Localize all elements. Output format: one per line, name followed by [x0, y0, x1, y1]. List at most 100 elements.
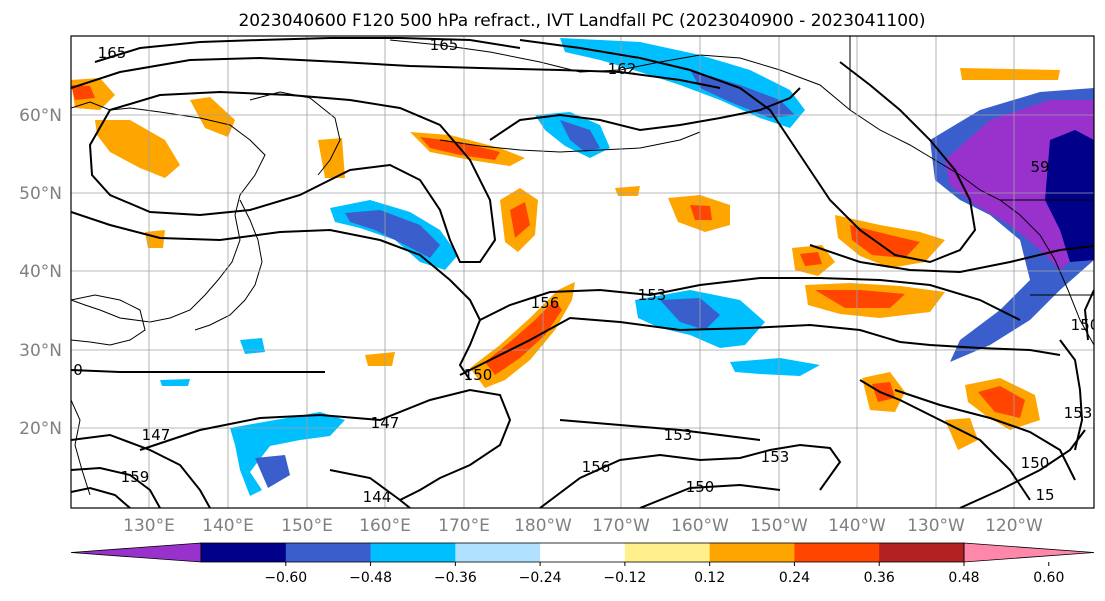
neg-region-westcoast-navy	[1045, 130, 1094, 262]
contour-165-top	[94, 37, 521, 63]
lon-label-150e: 150°E	[281, 516, 333, 536]
coastline-japan	[194, 199, 263, 331]
lon-label-170e: 170°E	[438, 516, 490, 536]
lon-label-130e: 130°E	[123, 516, 175, 536]
colorbar-tick-label: −0.48	[349, 570, 392, 586]
height-contours	[71, 37, 1094, 508]
contour-label-150c: 150	[1021, 454, 1050, 472]
colorbar-tick-label: 0.48	[948, 570, 979, 586]
map-border	[70, 35, 1095, 509]
pos-region-dateline-core	[510, 202, 530, 238]
contour-150-sub	[459, 316, 901, 376]
neg-region-philippine-core	[255, 455, 290, 488]
contour-label-153a: 153	[638, 286, 667, 304]
colorbar-segment	[285, 543, 372, 562]
coastline-aleutians	[439, 131, 701, 153]
contour-label-59: 59	[1030, 158, 1049, 176]
contour-147-south	[139, 388, 512, 501]
pos-region-ne-pacific-core	[850, 225, 920, 258]
neg-region-east-pacific	[730, 358, 820, 376]
neg-region-mid-pacific-core	[660, 298, 720, 330]
neg-region-philippine-sea	[230, 412, 345, 496]
pos-region-southeast-2-core	[978, 386, 1025, 418]
contour-label-150a: 150	[464, 366, 493, 384]
contour-153-south	[559, 419, 761, 441]
contour-label-147a: 147	[371, 414, 400, 432]
contour-ne-2	[899, 341, 1061, 356]
contour-west-lower-2	[71, 466, 161, 508]
lon-label-140e: 140°E	[202, 516, 254, 536]
neg-region-small-2	[160, 379, 190, 386]
lat-label-60n: 60°N	[19, 106, 62, 126]
contour-east-2	[959, 429, 1086, 508]
neg-region-aleutians-core	[560, 120, 600, 152]
lat-label-50n: 50°N	[19, 184, 62, 204]
contour-label-0: 0	[73, 361, 83, 379]
colorbar-tick-label: 0.36	[864, 570, 895, 586]
colorbar	[70, 542, 1095, 563]
pos-region-mid-east-core	[815, 290, 905, 308]
colorbar-tick-label: −0.12	[603, 570, 646, 586]
contour-label-159: 159	[121, 468, 150, 486]
contour-label-162: 162	[608, 60, 637, 78]
contour-label-165b: 165	[430, 36, 459, 54]
pos-region-kamchatka	[190, 97, 235, 137]
contour-se-arc	[859, 379, 1031, 501]
contour-right-edge	[1059, 339, 1084, 451]
lon-label-160e: 160°E	[359, 516, 411, 536]
lat-label-20n: 20°N	[19, 419, 62, 439]
contour-156-south	[539, 443, 842, 508]
contour-label-147b: 147	[142, 426, 171, 444]
contour-far-right	[1083, 289, 1094, 341]
pos-region-japan-sea	[95, 120, 180, 178]
contour-label-153b: 153	[664, 426, 693, 444]
longitude-labels: 130°E 140°E 150°E 160°E 170°E 180°W 170°…	[123, 516, 1043, 536]
colorbar-segment	[624, 543, 711, 562]
contour-labels: 165 165 162 153 156 150 147 153 156 150 …	[73, 36, 1094, 506]
contour-west-lower-3	[71, 486, 131, 508]
colorbar-segment	[455, 543, 541, 562]
colorbar-segment	[201, 543, 287, 562]
lon-label-170w: 170°W	[592, 516, 650, 536]
contour-lower-west-1	[88, 90, 497, 263]
lon-label-120w: 120°W	[985, 516, 1043, 536]
contour-label-150b: 150	[686, 478, 715, 496]
colorbar-segment	[879, 543, 965, 562]
colorbar-tick-label: 0.60	[1033, 570, 1064, 586]
contour-153-dateline	[479, 277, 1021, 321]
contour-label-156b: 156	[582, 458, 611, 476]
contour-label-153d: 153	[1064, 404, 1093, 422]
contour-147	[71, 369, 325, 373]
lon-label-140w: 140°W	[828, 516, 886, 536]
colorbar-segment	[370, 543, 456, 562]
colorbar-tick-label: 0.24	[779, 570, 810, 586]
lon-label-130w: 130°W	[907, 516, 965, 536]
pos-region-west-edge-core	[71, 85, 95, 100]
contour-144	[329, 469, 411, 508]
lat-label-40n: 40°N	[19, 262, 62, 282]
contour-label-153c: 153	[761, 448, 790, 466]
colorbar-outline	[200, 542, 965, 563]
lat-label-30n: 30°N	[19, 341, 62, 361]
coastline-asia-north	[71, 101, 266, 323]
map-title: 2023040600 F120 500 hPa refract., IVT La…	[238, 11, 925, 31]
coastline-philippines	[71, 399, 91, 496]
colorbar-tick-label: 0.12	[694, 570, 725, 586]
colorbar-tick-label: −0.60	[264, 570, 307, 586]
contour-lower-west-2	[71, 211, 482, 381]
contour-label-156a: 156	[531, 294, 560, 312]
contour-big-trough	[519, 39, 977, 264]
colorbar-segment	[794, 543, 880, 562]
coastline-kamchatka	[249, 91, 341, 176]
lon-label-180w: 180°W	[514, 516, 572, 536]
colorbar-tick-label: −0.24	[519, 570, 562, 586]
contour-ne-1	[809, 244, 1094, 274]
pos-region-southeast-1-core	[872, 382, 895, 402]
colorbar-tick-label: −0.36	[434, 570, 477, 586]
contour-jet-arc	[489, 87, 801, 141]
lon-label-160w: 160°W	[671, 516, 729, 536]
map-panel: 165 165 162 153 156 150 147 153 156 150 …	[70, 35, 1095, 509]
contour-label-15: 15	[1035, 486, 1054, 504]
contour-label-144: 144	[363, 488, 392, 506]
